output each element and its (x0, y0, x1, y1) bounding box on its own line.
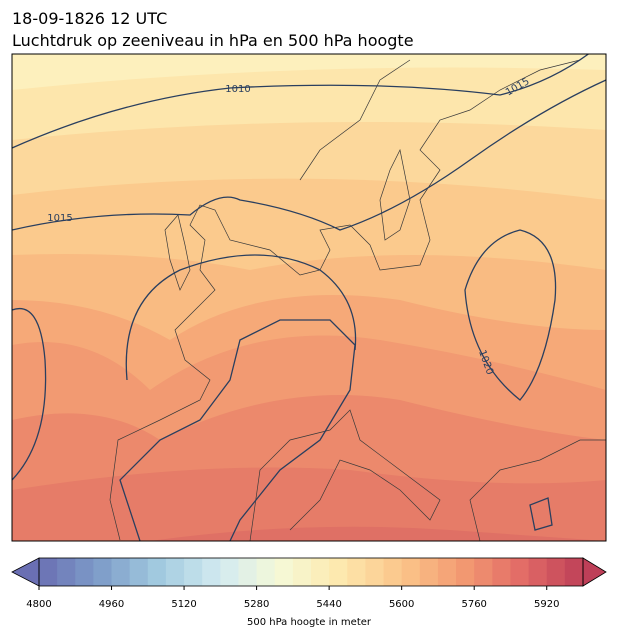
colorbar-segment (564, 558, 584, 586)
tick-label: 5600 (389, 599, 414, 610)
colorbar-segment (202, 558, 221, 586)
colorbar-segment (147, 558, 167, 586)
colorbar-segment (274, 558, 294, 586)
colorbar-segment (492, 558, 511, 586)
colorbar-segment (292, 558, 312, 586)
colorbar-segment (184, 558, 203, 586)
colorbar-frame (38, 557, 584, 587)
colorbar-segment (329, 558, 348, 586)
tick-label: 5280 (244, 599, 269, 610)
title: 18-09-1826 12 UTC (12, 9, 167, 28)
colorbar-extend-low (11, 557, 40, 587)
colorbar-extend-high (582, 557, 607, 587)
colorbar: 4800 4960 5120 5280 5440 5600 5760 5920 (11, 557, 607, 610)
colorbar-segment (401, 558, 421, 586)
colorbar-segment (365, 558, 385, 586)
colorbar-segment (220, 558, 239, 586)
colorbar-segment (93, 558, 113, 586)
colorbar-segment (111, 558, 131, 586)
colorbar-segment (39, 558, 58, 586)
subtitle: Luchtdruk op zeeniveau in hPa en 500 hPa… (12, 31, 414, 50)
tick-label: 5120 (171, 599, 196, 610)
colorbar-segment (311, 558, 330, 586)
colorbar-segment (437, 558, 457, 586)
colorbar-segment (57, 558, 76, 586)
colorbar-segment (528, 558, 548, 586)
colorbar-segment (347, 558, 366, 586)
colorbar-segment (456, 558, 475, 586)
colorbar-segment (129, 558, 149, 586)
colorbar-segment (474, 558, 493, 586)
colorbar-segment (75, 558, 94, 586)
colorbar-segment (510, 558, 530, 586)
tick-label: 4800 (26, 599, 51, 610)
isobar-label: 1010 (225, 84, 250, 95)
colorbar-label: 500 hPa hoogte in meter (247, 617, 372, 628)
colorbar-segment (165, 558, 185, 586)
tick-label: 4960 (99, 599, 124, 610)
colorbar-segment (546, 558, 566, 586)
isobar-label: 1015 (47, 213, 72, 224)
map: 1010 1015 1015 1020 (11, 53, 607, 542)
tick-label: 5920 (534, 599, 559, 610)
tick-label: 5440 (316, 599, 341, 610)
colorbar-segment (256, 558, 276, 586)
colorbar-segment (238, 558, 258, 586)
colorbar-segment (419, 558, 439, 586)
tick-label: 5760 (461, 599, 486, 610)
colorbar-segment (383, 558, 403, 586)
